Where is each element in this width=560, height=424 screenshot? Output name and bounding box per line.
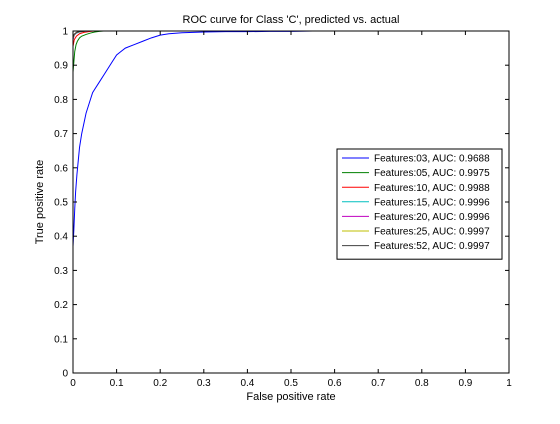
x-tick-label: 1 <box>506 378 512 389</box>
x-tick-label: 0.7 <box>371 378 385 389</box>
x-tick-label: 0.6 <box>328 378 342 389</box>
chart-title: ROC curve for Class 'C', predicted vs. a… <box>183 14 400 26</box>
x-tick-label: 0.5 <box>284 378 298 389</box>
y-axis-ticks: 0 0.1 0.2 0.3 0.4 0.5 0.6 0.7 0.8 0.9 1 <box>54 27 509 380</box>
x-tick-label: 0.2 <box>153 378 167 389</box>
legend-entry: Features:03, AUC: 0.9688 <box>374 154 490 165</box>
series-line-1 <box>72 30 104 73</box>
x-axis-label: False positive rate <box>246 391 335 403</box>
x-tick-label: 0.1 <box>110 378 124 389</box>
y-tick-label: 0.4 <box>54 232 68 243</box>
y-tick-label: 0.6 <box>54 163 68 174</box>
series-line-0 <box>72 30 313 247</box>
y-tick-label: 0.9 <box>54 61 68 72</box>
y-tick-label: 0 <box>62 369 68 380</box>
y-tick-label: 0.7 <box>54 129 68 140</box>
y-tick-label: 0.2 <box>54 300 68 311</box>
y-tick-label: 0.5 <box>54 198 68 209</box>
x-tick-label: 0.3 <box>197 378 211 389</box>
legend-entry: Features:05, AUC: 0.9975 <box>374 168 490 179</box>
y-tick-label: 1 <box>62 27 68 38</box>
legend-entry: Features:10, AUC: 0.9988 <box>374 183 490 194</box>
legend-entry: Features:25, AUC: 0.9997 <box>374 227 490 238</box>
legend-entry: Features:52, AUC: 0.9997 <box>374 241 490 252</box>
legend-box <box>336 148 503 260</box>
x-axis-ticks: 0 0.1 0.2 0.3 0.4 0.5 0.6 0.7 0.8 0.9 1 <box>70 31 512 389</box>
x-tick-label: 0 <box>70 378 76 389</box>
x-tick-label: 0.9 <box>458 378 472 389</box>
legend-entry: Features:20, AUC: 0.9996 <box>374 212 490 223</box>
y-axis-label: True positive rate <box>34 160 46 245</box>
chart-legend: Features:03, AUC: 0.9688 Features:05, AUC… <box>336 148 503 260</box>
x-tick-label: 0.8 <box>415 378 429 389</box>
legend-entry: Features:15, AUC: 0.9996 <box>374 197 490 208</box>
y-tick-label: 0.1 <box>54 334 68 345</box>
y-tick-label: 0.3 <box>54 266 68 277</box>
x-tick-label: 0.4 <box>240 378 254 389</box>
y-tick-label: 0.8 <box>54 95 68 106</box>
